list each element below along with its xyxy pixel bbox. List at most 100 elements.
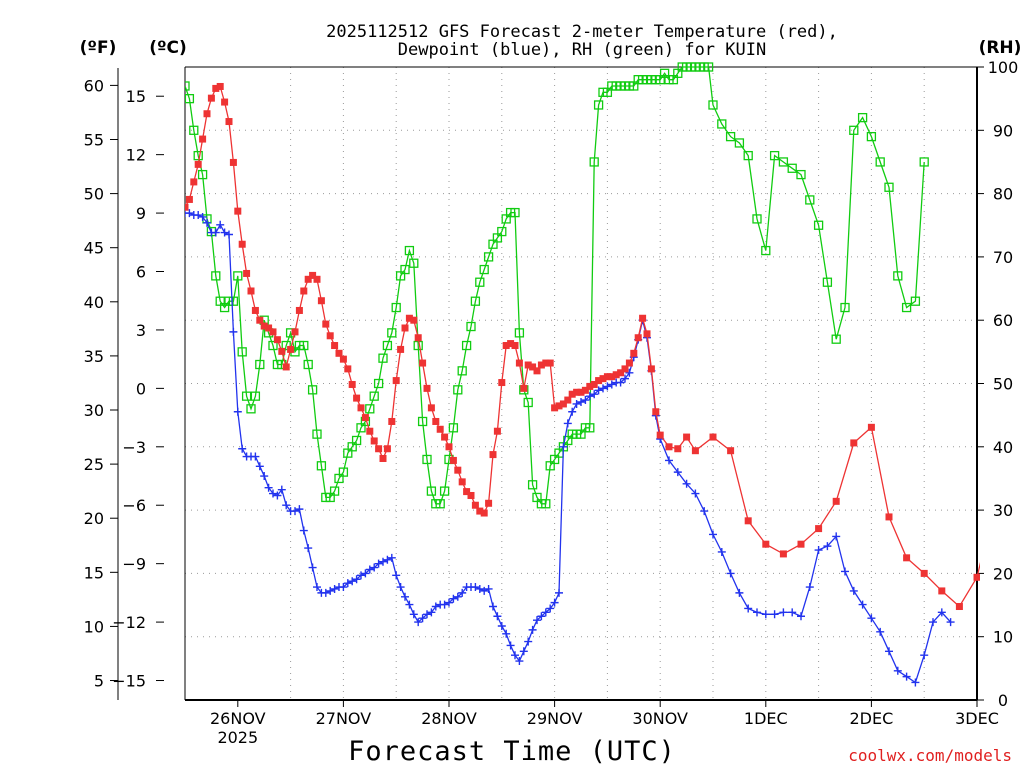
celsius-tick-label: 15	[126, 87, 146, 106]
celsius-tick-label: 3	[136, 321, 146, 340]
rh-point	[409, 258, 419, 268]
rh-point	[250, 391, 261, 401]
dewpoint-point	[383, 555, 392, 564]
temperature-point	[366, 427, 374, 435]
dewpoint-point	[427, 608, 436, 617]
dewpoint-point	[572, 399, 581, 408]
temperature-point	[397, 345, 405, 353]
rh-point	[510, 207, 520, 218]
rh-point	[435, 499, 445, 509]
series-temperature	[185, 82, 1016, 611]
x-tick-sublabel: 2025	[217, 728, 258, 747]
temperature-point	[590, 380, 598, 388]
temperature-point	[568, 390, 576, 398]
rh-point	[752, 214, 762, 224]
x-tick-label: 26NOV	[210, 709, 266, 728]
dewpoint-point	[321, 588, 330, 597]
dewpoint-point	[431, 602, 440, 611]
temperature-point	[647, 365, 655, 373]
fahrenheit-tick-label: 60	[84, 76, 104, 95]
dewpoint-point	[902, 672, 911, 681]
rh-point	[585, 423, 595, 433]
dewpoint-point	[929, 618, 937, 627]
rh-point	[527, 480, 538, 490]
rh-point	[461, 340, 472, 351]
temperature-point	[564, 396, 572, 404]
dewpoint-point	[405, 600, 414, 609]
rh-point	[813, 220, 824, 230]
temperature-point	[331, 342, 339, 350]
dewpoint-point	[753, 608, 761, 617]
rh-tick-label: 100	[988, 58, 1019, 77]
temperature-point	[815, 525, 823, 533]
temperature-point	[388, 417, 396, 425]
celsius-tick-label: 12	[126, 146, 146, 165]
x-tick-label: 3DEC	[955, 709, 999, 728]
temperature-point	[269, 328, 277, 336]
chart-title-line-1: 2025112512 GFS Forecast 2-meter Temperat…	[326, 22, 838, 42]
rh-point	[919, 157, 929, 167]
rh-point	[717, 119, 727, 129]
temperature-point	[278, 347, 286, 355]
x-tick-label: 28NOV	[421, 709, 477, 728]
temperature-point	[273, 336, 281, 344]
rh-point	[391, 302, 401, 313]
temperature-point	[185, 195, 193, 203]
temperature-point	[370, 437, 378, 445]
rh-line	[185, 66, 925, 505]
dewpoint-point	[832, 532, 841, 541]
temperature-point	[476, 507, 484, 515]
rh-point	[703, 62, 714, 72]
rh-point	[778, 157, 789, 167]
temperature-point	[427, 404, 435, 412]
temperature-point	[691, 447, 699, 455]
temperature-point	[599, 375, 607, 383]
dewpoint-point	[414, 618, 423, 627]
data-series	[185, 62, 1016, 687]
temperature-point	[559, 400, 567, 408]
temperature-point	[361, 414, 369, 422]
dewpoint-point	[273, 491, 282, 500]
dewpoint-point	[225, 230, 233, 239]
dewpoint-point	[233, 407, 242, 416]
rh-point	[497, 226, 507, 237]
dewpoint-point	[282, 501, 291, 510]
dewpoint-point	[392, 571, 401, 580]
dewpoint-point	[449, 594, 458, 603]
rh-point	[387, 328, 397, 338]
dewpoint-point	[717, 547, 726, 556]
dewpoint-point	[343, 579, 352, 588]
rh-point	[404, 245, 415, 256]
dewpoint-point	[440, 600, 449, 609]
dewpoint-point	[577, 398, 585, 407]
temperature-point	[348, 380, 356, 388]
temperature-point	[652, 408, 660, 416]
series-rh	[185, 62, 929, 509]
fahrenheit-tick-label: 45	[84, 239, 104, 258]
dewpoint-point	[348, 577, 357, 586]
temperature-point	[586, 382, 594, 390]
temperature-point	[656, 431, 664, 439]
temperature-point	[432, 417, 440, 425]
temperature-point	[449, 456, 457, 464]
x-tick-label: 30NOV	[632, 709, 688, 728]
fahrenheit-tick-label: 10	[84, 617, 104, 636]
dewpoint-point	[308, 563, 317, 572]
dewpoint-point	[475, 584, 484, 593]
temperature-point	[493, 427, 501, 435]
temperature-point	[1009, 484, 1016, 491]
fahrenheit-tick-label: 35	[84, 347, 104, 366]
rh-point	[400, 264, 410, 275]
dewpoint-point	[211, 228, 220, 237]
dewpoint-point	[519, 647, 528, 656]
dewpoint-point	[423, 610, 431, 619]
dewpoint-point	[563, 419, 572, 428]
temperature-point	[441, 433, 449, 441]
temperature-point	[973, 573, 980, 581]
temperature-point	[634, 334, 642, 342]
dewpoint-point	[568, 407, 577, 416]
dewpoint-point	[445, 598, 453, 607]
dewpoint-point	[489, 602, 497, 611]
temperature-point	[401, 324, 409, 332]
